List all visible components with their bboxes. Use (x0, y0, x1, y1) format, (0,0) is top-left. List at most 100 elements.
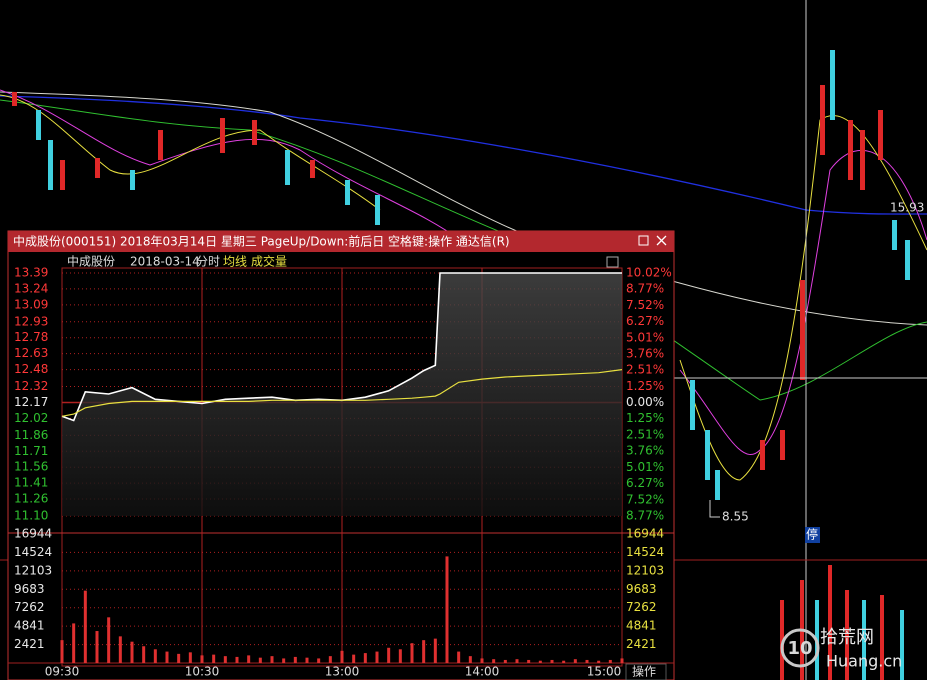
action-button[interactable] (625, 663, 667, 680)
y-tick-label-right: 12103 (626, 563, 664, 577)
y-tick-label: 14524 (14, 545, 52, 559)
halt-badge (805, 527, 820, 543)
volume-bar (130, 641, 134, 663)
volume-bar (142, 646, 146, 663)
watermark-domain: Huang.cn (826, 652, 902, 671)
y-tick-label: 13.39 (14, 266, 48, 280)
y-tick-label-right: 9683 (626, 582, 657, 596)
volume-bar (188, 652, 192, 663)
y-tick-label: 12.63 (14, 346, 48, 360)
y-tick-label-right: 14524 (626, 545, 664, 559)
y-tick-label: 12103 (14, 563, 52, 577)
volume-bar (72, 623, 76, 663)
volume-bar (60, 640, 64, 663)
y2-tick-label: 7.52% (626, 492, 664, 506)
volume-bar (258, 657, 262, 663)
close-button[interactable] (656, 235, 667, 246)
volume-bar (538, 660, 542, 663)
y2-tick-label: 7.52% (626, 298, 664, 312)
y2-tick-label: 6.27% (626, 476, 664, 490)
volume-bar (573, 659, 577, 663)
y2-tick-label: 6.27% (626, 314, 664, 328)
volume-bar (550, 659, 554, 663)
y-tick-label: 16944 (14, 527, 52, 541)
y-tick-label-right: 16944 (626, 527, 664, 541)
y-tick-label: 11.71 (14, 444, 48, 458)
title-bar (8, 231, 674, 252)
x-tick-label: 09:30 (45, 665, 80, 679)
x-tick-label: 13:00 (325, 665, 360, 679)
candles (36, 50, 910, 500)
volume-bar (468, 656, 472, 663)
volume-bar (433, 638, 437, 663)
candles (12, 85, 883, 470)
avg-legend: 均线 (223, 255, 247, 269)
y2-tick-label: 5.01% (626, 330, 664, 344)
volume-bar (457, 651, 461, 663)
volume-bar (107, 617, 111, 663)
volume-bar (375, 651, 379, 663)
y-tick-label: 4841 (14, 619, 45, 633)
volume-bar (340, 650, 344, 663)
ma-line (0, 95, 927, 215)
high-label: 15.93 (890, 201, 924, 215)
volume-bar (282, 658, 286, 663)
volume-legend: 成交量 (251, 254, 287, 269)
low-pointer (709, 500, 720, 518)
volume-bar (293, 656, 297, 663)
volume-bar (363, 653, 367, 663)
y-tick-label-right: 7262 (626, 600, 657, 614)
watermark: 10 拾荒网 Huang.cn (780, 627, 902, 671)
stock-name: 中成股份 (67, 254, 115, 269)
y2-tick-label: 0.00% (626, 395, 664, 409)
y-tick-label: 2421 (14, 637, 45, 651)
y-tick-label: 7262 (14, 600, 45, 614)
chart-mode: 分时 (196, 255, 220, 269)
volume-bar (95, 631, 99, 663)
action-label[interactable]: 操作 (632, 664, 656, 679)
y-tick-label: 11.10 (14, 509, 48, 523)
volume-bar (223, 656, 227, 663)
volume-bar (608, 659, 612, 663)
y-tick-label: 11.41 (14, 476, 48, 490)
y-tick-label: 13.24 (14, 281, 48, 295)
y2-tick-label: 10.02% (626, 266, 672, 280)
volume-bar (352, 654, 356, 663)
volume-bar (410, 643, 414, 663)
watermark-site: 拾荒网 (820, 627, 874, 648)
volume-bar (165, 651, 169, 663)
volume-bar (212, 654, 216, 663)
y-tick-label: 12.32 (14, 379, 48, 393)
volume-bar (620, 658, 624, 663)
y2-tick-label: 1.25% (626, 411, 664, 425)
volume-bar (597, 660, 601, 663)
volume-bar (153, 649, 157, 663)
volume-bar (247, 655, 251, 663)
y-tick-label: 12.17 (14, 395, 48, 409)
y-tick-label: 11.56 (14, 460, 48, 474)
panel-toggle[interactable] (606, 256, 619, 268)
y2-tick-label: 8.77% (626, 509, 664, 523)
y2-tick-label: 8.77% (626, 282, 664, 296)
watermark-logo-ring (780, 628, 820, 668)
volume-bar (503, 659, 507, 663)
volume-bar (270, 656, 274, 663)
y-tick-label: 12.78 (14, 330, 48, 344)
y-tick-label-right: 4841 (626, 619, 657, 633)
maximize-button[interactable] (638, 235, 649, 246)
x-tick-label: 14:00 (465, 665, 500, 679)
x-tick-label: 15:00 (587, 665, 622, 679)
avg-line (61, 369, 623, 417)
volume-bar (562, 660, 566, 663)
volume-bar (235, 656, 239, 663)
y2-tick-label: 3.76% (626, 444, 664, 458)
volume-bar (328, 656, 332, 663)
volume-bar (492, 659, 496, 663)
ma-line (0, 91, 927, 326)
y2-tick-label: 2.51% (626, 363, 664, 377)
price-line (61, 272, 622, 422)
x-tick-label: 10:30 (185, 665, 220, 679)
volume-bar (317, 658, 321, 663)
